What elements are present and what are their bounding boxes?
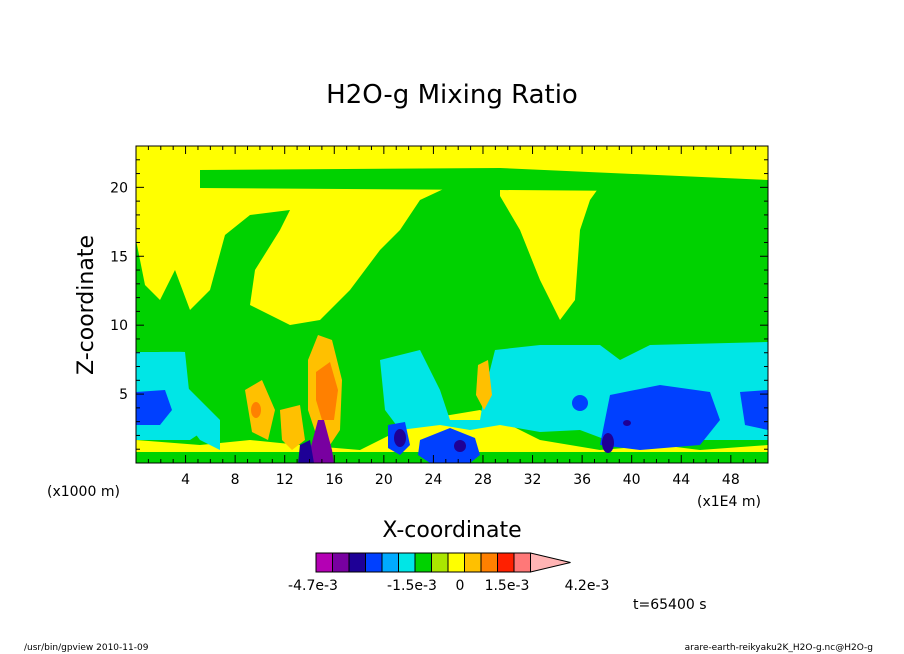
colorbar-swatch: [497, 552, 515, 573]
x-unit-right: (x1E4 m): [697, 494, 761, 510]
y-tick-label: 15: [110, 249, 128, 265]
contour-region-green: [200, 168, 768, 192]
colorbar-swatch: [332, 552, 350, 573]
contour-region-blue: [572, 395, 588, 411]
plot-area: [136, 146, 768, 463]
y-axis-label: Z-coordinate: [74, 235, 99, 375]
colorbar-swatch: [414, 552, 432, 573]
y-tick-label: 5: [119, 387, 128, 403]
colorbar-label: -4.7e-3: [288, 578, 338, 594]
x-ticks: 4 8 12 16 20 24 28 32 36 40 44 48: [147, 146, 757, 488]
contour-region-dark-blue: [602, 433, 614, 453]
colorbar-swatch: [513, 552, 531, 573]
x-tick-label: 40: [623, 472, 641, 488]
contour-region-dark-blue: [298, 440, 314, 463]
x-tick-label: 32: [524, 472, 542, 488]
contour-region-orange: [476, 360, 492, 410]
contour-region-blue: [740, 390, 768, 430]
x-tick-label: 44: [672, 472, 690, 488]
x-tick-label: 20: [375, 472, 393, 488]
y-ticks: 5 10 15 20: [110, 159, 768, 450]
colorbar-swatch: [381, 552, 399, 573]
contour-region-yellow: [136, 146, 768, 325]
x-tick-label: 4: [181, 472, 190, 488]
colorbar-swatch: [315, 552, 333, 573]
time-label: t=65400 s: [633, 597, 707, 613]
contour-region-blue: [136, 390, 172, 425]
footer-right: arare-earth-reikyaku2K_H2O-g.nc@H2O-g: [685, 643, 873, 653]
x-tick-label: 48: [722, 472, 740, 488]
contour-region-purple: [306, 420, 334, 463]
contour-region-dark-blue: [623, 420, 631, 426]
contour-region-dark-orange: [251, 402, 261, 418]
contour-region-blue: [600, 385, 720, 450]
x-tick-label: 36: [573, 472, 591, 488]
contour-region-orange: [280, 405, 305, 450]
x-tick-label: 8: [231, 472, 240, 488]
colorbar-label: -1.5e-3: [387, 578, 437, 594]
colorbar-label: 4.2e-3: [565, 578, 610, 594]
plot-frame: [135, 145, 769, 464]
x-tick-label: 16: [325, 472, 343, 488]
colorbar-arrow: [530, 552, 571, 573]
colorbar-label: 1.5e-3: [485, 578, 530, 594]
x-tick-label: 12: [276, 472, 294, 488]
contour-region-yellow: [136, 146, 210, 172]
x-tick-label: 28: [474, 472, 492, 488]
x-axis-label: X-coordinate: [382, 518, 521, 543]
colorbar-swatch: [480, 552, 498, 573]
colorbar-swatch: [348, 552, 366, 573]
colorbar-labels: -4.7e-3 -1.5e-3 0 1.5e-3 4.2e-3: [288, 578, 609, 594]
x-tick-label: 24: [424, 472, 442, 488]
x-unit-left: (x1000 m): [47, 484, 120, 500]
colorbar-swatch: [365, 552, 383, 573]
y-tick-label: 20: [110, 180, 128, 196]
colorbar-swatch: [398, 552, 416, 573]
footer-left: /usr/bin/gpview 2010-11-09: [24, 643, 149, 653]
chart-title: H2O-g Mixing Ratio: [326, 80, 578, 110]
colorbar-swatch: [464, 552, 482, 573]
y-tick-label: 10: [110, 318, 128, 334]
colorbar-swatch: [447, 552, 465, 573]
contour-region-dark-blue: [394, 429, 406, 447]
contour-region-blue: [418, 428, 480, 463]
colorbar-swatch: [431, 552, 449, 573]
colorbar-label: 0: [456, 578, 465, 594]
contour-region-dark-blue: [454, 440, 466, 452]
colorbar: [315, 552, 571, 573]
contour-region-dark-orange: [316, 362, 338, 420]
